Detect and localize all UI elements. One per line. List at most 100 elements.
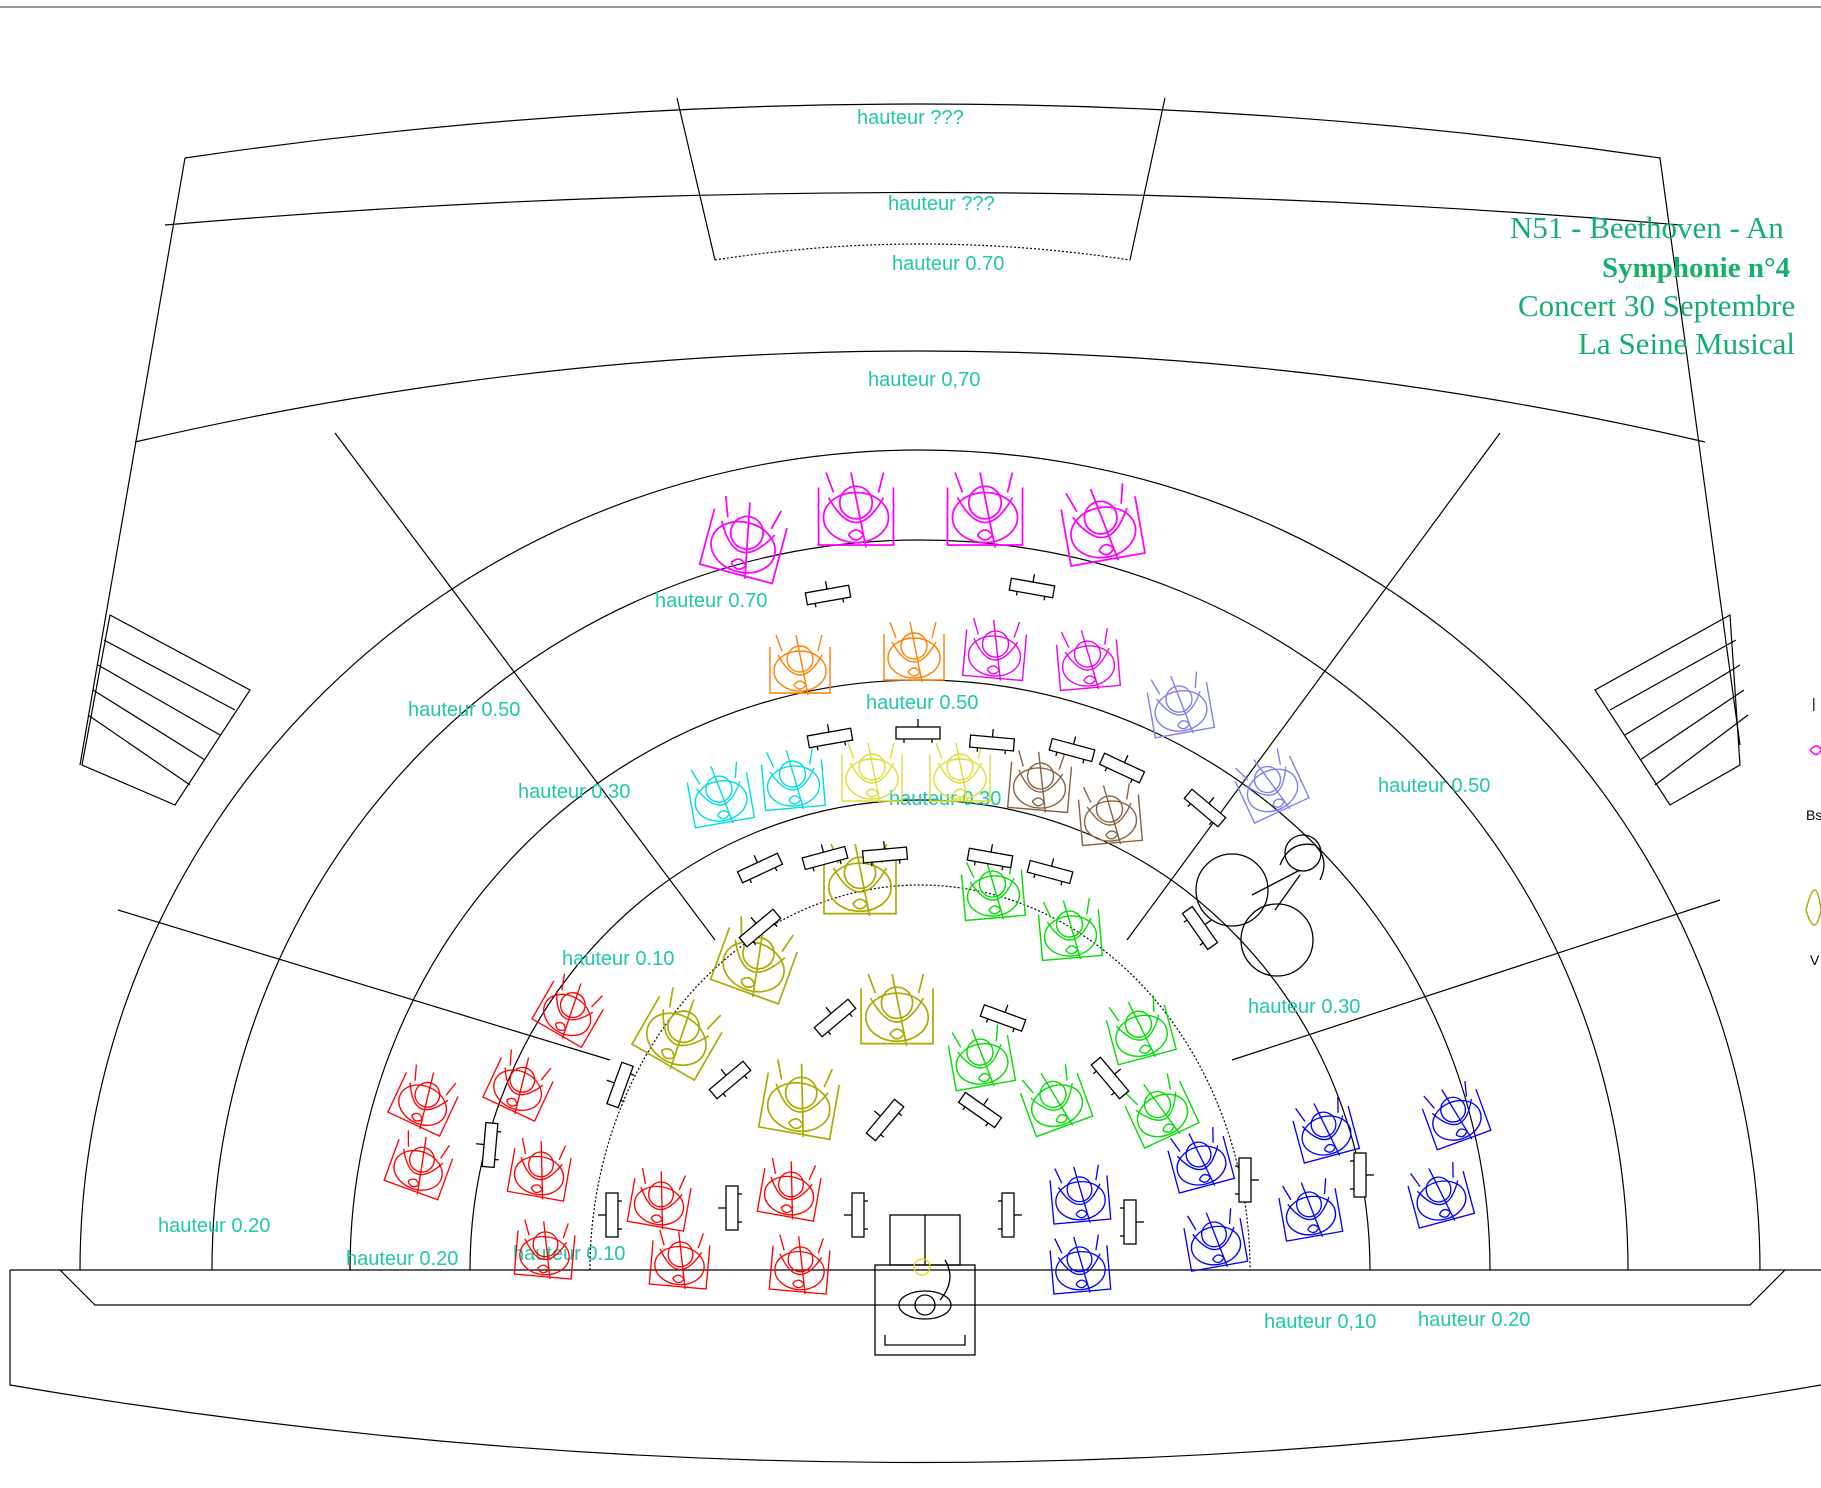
- violin1-player: [756, 1157, 822, 1222]
- music-stand: [738, 908, 782, 948]
- horn-player: [1146, 671, 1216, 739]
- music-stand: [736, 852, 784, 884]
- level-label: hauteur 0.20: [346, 1248, 458, 1270]
- cello-player: [947, 1024, 1017, 1092]
- level-label: hauteur 0.70: [892, 253, 1004, 275]
- music-stand: [1350, 1152, 1374, 1198]
- musicians-layer: [383, 472, 1492, 1295]
- music-stand: [966, 844, 1014, 871]
- flute-player: [686, 761, 756, 829]
- violin2-player: [1278, 1178, 1344, 1242]
- svg-text:|: |: [1812, 695, 1816, 711]
- music-stand: [806, 724, 854, 751]
- violin1-player: [626, 1167, 692, 1232]
- violin2-player: [1407, 1162, 1476, 1229]
- timpani: [1195, 834, 1325, 977]
- cello-player: [1124, 1073, 1200, 1149]
- violin1-player: [383, 1130, 454, 1201]
- violin1-player: [387, 1064, 459, 1138]
- legend-fragment: Bs V |: [1805, 695, 1821, 968]
- cello-player: [1019, 1064, 1094, 1138]
- title-block: N51 - Beethoven - An Symphonie n°4 Conce…: [1510, 210, 1795, 361]
- double-bass-player: [946, 472, 1024, 548]
- violin1-player: [513, 1219, 576, 1280]
- music-stand: [895, 719, 941, 743]
- viola-player: [630, 987, 723, 1082]
- music-stand: [1235, 1157, 1259, 1203]
- oboe-player: [883, 621, 945, 683]
- double-bass-player: [1060, 483, 1147, 567]
- music-stand: [598, 1192, 622, 1238]
- violin1-player: [506, 1137, 572, 1202]
- horn-player: [1234, 748, 1310, 824]
- clarinet-player: [841, 742, 903, 804]
- music-stands-layer: [475, 574, 1374, 1245]
- violin1-player: [768, 1234, 831, 1295]
- violin1-player: [648, 1229, 711, 1290]
- level-label: hauteur 0.30: [889, 788, 1001, 810]
- music-stand: [1008, 574, 1056, 601]
- level-label: hauteur 0.20: [158, 1215, 270, 1237]
- level-label: hauteur 0.50: [1378, 775, 1490, 797]
- level-label: hauteur 0.20: [1418, 1309, 1530, 1331]
- violin2-player: [1421, 1081, 1492, 1151]
- music-stand: [718, 1185, 742, 1231]
- double-bass-player: [698, 495, 788, 585]
- music-stand: [844, 1192, 868, 1238]
- oboe-player: [769, 634, 831, 696]
- level-label: hauteur 0.70: [655, 590, 767, 612]
- music-stand: [708, 1060, 752, 1100]
- music-stand: [1181, 905, 1219, 951]
- music-stand: [475, 1121, 502, 1169]
- music-stand: [968, 728, 1016, 755]
- conductor-podium: [874, 1214, 976, 1356]
- legend-label: Bs: [1806, 807, 1821, 823]
- music-stand: [606, 1061, 635, 1109]
- music-stand: [979, 1004, 1027, 1033]
- stage-front: [9, 1269, 1821, 1464]
- double-bass-player: [817, 472, 895, 548]
- viola-player: [860, 973, 934, 1047]
- music-stand: [1120, 1199, 1144, 1245]
- title-line-2: Symphonie n°4: [1602, 252, 1790, 284]
- music-stand: [1048, 736, 1096, 764]
- level-label: hauteur 0,10: [1264, 1311, 1376, 1333]
- bassoon-player: [1055, 628, 1122, 692]
- music-stand: [813, 998, 857, 1038]
- violin2-player: [1292, 1097, 1361, 1164]
- flute-player: [760, 748, 827, 812]
- riser-arcs: [79, 449, 1761, 1271]
- trumpet-player: [1077, 783, 1144, 847]
- level-label: hauteur 0,70: [868, 369, 980, 391]
- music-stand: [861, 840, 909, 867]
- music-stand: [1026, 858, 1074, 886]
- level-label: hauteur 0.50: [866, 692, 978, 714]
- level-label: hauteur 0.30: [1248, 996, 1360, 1018]
- music-stand: [801, 844, 849, 872]
- music-stand: [804, 581, 852, 608]
- trumpet-player: [1006, 749, 1073, 814]
- violin2-player: [1167, 1127, 1236, 1194]
- riser-dividers: [117, 432, 1721, 1270]
- music-stand: [1090, 1056, 1130, 1100]
- back-risers: [79, 97, 1749, 806]
- violin2-player: [1049, 1164, 1112, 1225]
- viola-player: [757, 1059, 841, 1141]
- music-stand: [957, 1091, 1003, 1129]
- title-line-1: N51 - Beethoven - An: [1510, 210, 1784, 245]
- bassoon-player: [961, 617, 1028, 682]
- level-label: hauteur ???: [857, 107, 964, 129]
- violin2-player: [1183, 1208, 1249, 1272]
- music-stand: [1098, 752, 1146, 784]
- cello-player: [1105, 995, 1178, 1066]
- clarinet-player: [929, 742, 991, 804]
- legend-label: V: [1810, 952, 1820, 968]
- title-line-4: La Seine Musical: [1578, 326, 1795, 361]
- level-label: hauteur 0.50: [408, 699, 520, 721]
- title-line-3: Concert 30 Septembre: [1518, 288, 1795, 323]
- level-label: hauteur 0.10: [562, 948, 674, 970]
- music-stand: [998, 1192, 1022, 1238]
- viola-player: [709, 916, 799, 1005]
- cello-player: [1037, 898, 1104, 962]
